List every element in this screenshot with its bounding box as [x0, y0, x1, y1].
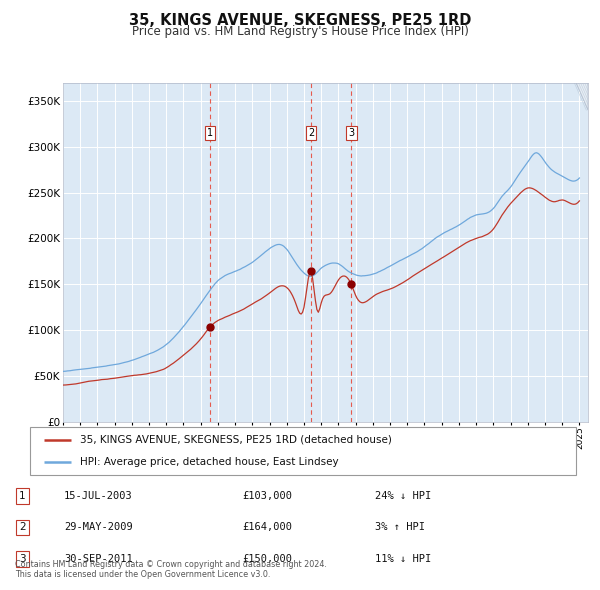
Text: Price paid vs. HM Land Registry's House Price Index (HPI): Price paid vs. HM Land Registry's House … — [131, 25, 469, 38]
Text: 3: 3 — [19, 554, 26, 564]
Text: £103,000: £103,000 — [242, 491, 292, 501]
Text: 15-JUL-2003: 15-JUL-2003 — [64, 491, 133, 501]
Text: 2: 2 — [19, 523, 26, 532]
Text: HPI: Average price, detached house, East Lindsey: HPI: Average price, detached house, East… — [80, 457, 339, 467]
FancyBboxPatch shape — [30, 427, 576, 475]
Text: 35, KINGS AVENUE, SKEGNESS, PE25 1RD: 35, KINGS AVENUE, SKEGNESS, PE25 1RD — [129, 13, 471, 28]
Text: 11% ↓ HPI: 11% ↓ HPI — [375, 554, 431, 564]
Text: £150,000: £150,000 — [242, 554, 292, 564]
Text: 3: 3 — [348, 128, 355, 138]
Polygon shape — [576, 83, 588, 110]
Text: Contains HM Land Registry data © Crown copyright and database right 2024.
This d: Contains HM Land Registry data © Crown c… — [15, 560, 327, 579]
Text: 3% ↑ HPI: 3% ↑ HPI — [375, 523, 425, 532]
Text: 1: 1 — [19, 491, 26, 501]
Text: 30-SEP-2011: 30-SEP-2011 — [64, 554, 133, 564]
Text: 35, KINGS AVENUE, SKEGNESS, PE25 1RD (detached house): 35, KINGS AVENUE, SKEGNESS, PE25 1RD (de… — [80, 435, 392, 445]
Text: 24% ↓ HPI: 24% ↓ HPI — [375, 491, 431, 501]
Text: 2: 2 — [308, 128, 314, 138]
Text: 1: 1 — [207, 128, 213, 138]
Text: 29-MAY-2009: 29-MAY-2009 — [64, 523, 133, 532]
Text: £164,000: £164,000 — [242, 523, 292, 532]
